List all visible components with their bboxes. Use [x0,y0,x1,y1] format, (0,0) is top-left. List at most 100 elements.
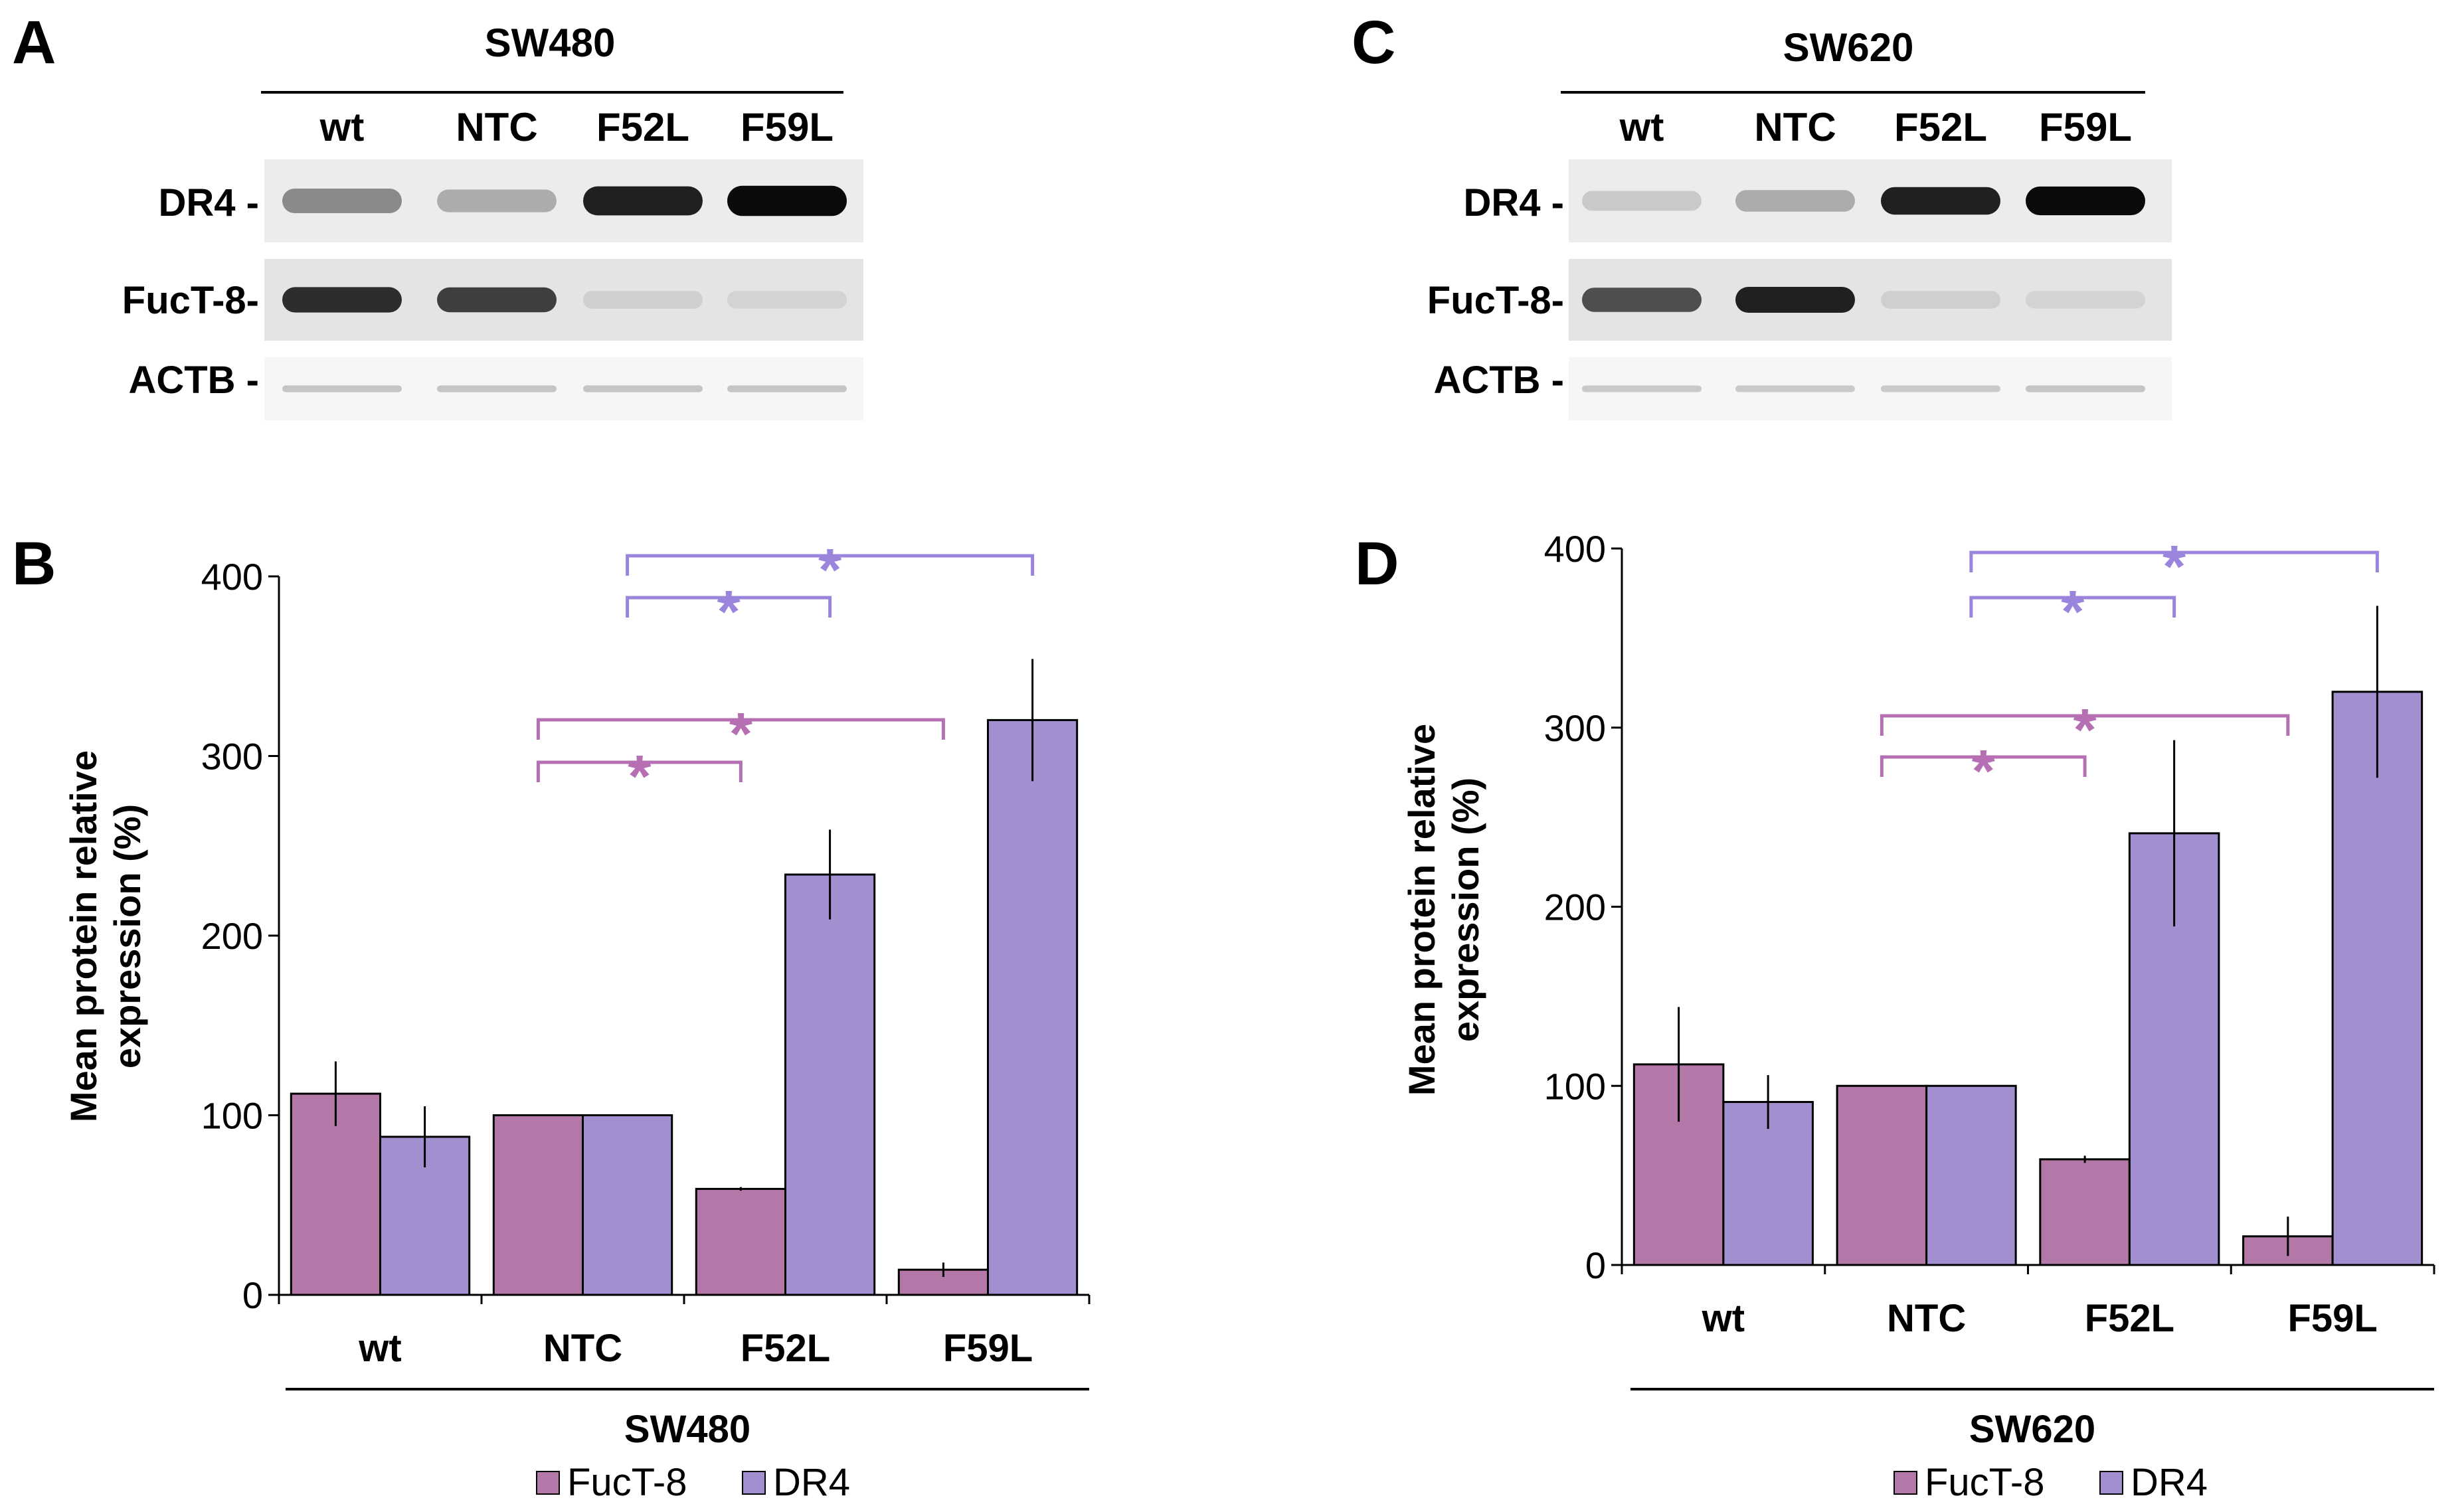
panel-letter-C: C [1352,9,1395,76]
lane-label: F52L [1894,105,1987,149]
x-tick-label: F59L [943,1327,1033,1370]
blot-band [1735,286,1855,313]
blot-band [1881,385,2000,392]
significance-star: * [2073,697,2097,764]
significance-star: * [717,579,741,645]
bar [784,873,876,1296]
y-axis-label-line: Mean protein relative [62,750,104,1122]
lane-label: F52L [596,105,689,149]
significance-star: * [628,744,651,810]
blot-band [282,385,402,392]
blot-band [727,185,847,216]
lane-label: NTC [456,105,537,149]
x-tick-label: F52L [741,1327,830,1370]
bar-chart-D: D 0 100 200 300 400 Mean protein relativeexpre… [1355,528,2435,1504]
y-axis-label: Mean protein relativeexpression (%) [1401,724,1486,1096]
legend-swatch [536,1471,560,1495]
bar [582,1114,673,1296]
y-tick-label: 0 [1585,1244,1606,1286]
significance-star: * [2162,534,2186,600]
blot-band [2026,385,2145,392]
row-label: ACTB - [1433,359,1564,402]
group-label: SW620 [1969,1408,2095,1451]
lane-label: NTC [1754,105,1836,149]
blot-title: SW480 [485,21,616,65]
y-tick-label: 400 [1544,528,1606,570]
bar [2331,691,2423,1266]
group-label: SW480 [624,1408,750,1451]
row-label: FucT-8- [122,279,259,322]
blot-band [1582,288,1702,312]
row-label: FucT-8- [1427,279,1564,322]
y-tick-label: 200 [201,915,263,957]
row-label: DR4 - [159,181,259,224]
x-tick-label: F59L [2287,1297,2377,1340]
bar [695,1187,787,1296]
blot-band [1735,190,1855,212]
legend-swatch [2099,1471,2123,1495]
blot-band [727,385,847,392]
y-tick-label: 0 [242,1274,263,1316]
y-tick-label: 100 [201,1095,263,1137]
x-tick-label: NTC [1887,1297,1966,1340]
blot-band [437,385,557,392]
y-axis-label-line: expression (%) [1445,778,1486,1042]
panel-letter-B: B [12,530,56,598]
legend-swatch [742,1471,766,1495]
legend-label: DR4 [773,1461,850,1504]
blot-band [282,287,402,313]
blot-band [583,186,703,216]
bar [290,1092,381,1296]
significance-star: * [2061,579,2084,645]
blot-band [727,291,847,309]
blot-band [437,189,557,212]
panel-letter-D: D [1355,530,1399,598]
bar [987,718,1079,1296]
significance-bracket [1880,755,2087,777]
bar [1836,1084,1928,1266]
blot-band [282,188,402,214]
y-axis-label-line: Mean protein relative [1401,724,1443,1096]
legend-swatch [1893,1471,1917,1495]
blot-band [1881,187,2000,215]
lane-label: F59L [2039,105,2132,149]
lane-label: wt [319,105,365,149]
y-tick-label: 300 [1544,707,1606,749]
significance-bracket [536,760,743,782]
significance-bracket [1969,596,2176,618]
bar [492,1114,584,1296]
blot-panel-C: C SW620 wt NTC F52L F59L DR4 - FucT-8- ACTB - [1352,9,2172,420]
blot-band [583,385,703,392]
x-tick-label: NTC [543,1327,622,1370]
y-tick-label: 400 [201,556,263,598]
blot-band [1582,191,1702,211]
blot-title: SW620 [1783,25,1914,70]
blot-band [437,287,557,313]
significance-star: * [729,701,752,768]
significance-bracket [626,554,1035,576]
x-tick-label: wt [358,1327,401,1370]
blot-band [2026,291,2145,309]
significance-star: * [818,537,841,604]
significance-bracket [536,718,945,740]
lane-label: F59L [741,105,834,149]
panel-letter-A: A [12,9,56,76]
significance-bracket [626,596,832,618]
blot-panel-A: A SW480 wt NTC F52L F59L DR4 - FucT-8- ACTB - [12,9,863,420]
significance-bracket [1969,550,2379,572]
bar-chart-B: B 0 100 200 300 400 Mean protein relativeexpre… [12,530,1091,1504]
lane-label: wt [1619,105,1664,149]
blot-band [2026,186,2145,216]
legend-label: FucT-8 [1925,1461,2045,1504]
significance-star: * [1972,738,1995,805]
blot-band [583,291,703,309]
bar [2039,1158,2131,1266]
y-tick-label: 300 [201,736,263,778]
legend-label: DR4 [2131,1461,2208,1504]
x-tick-label: wt [1702,1297,1745,1340]
y-axis-label: Mean protein relativeexpression (%) [62,750,148,1122]
y-tick-label: 100 [1544,1065,1606,1107]
legend-label: FucT-8 [567,1461,687,1504]
significance-bracket [1880,714,2290,736]
